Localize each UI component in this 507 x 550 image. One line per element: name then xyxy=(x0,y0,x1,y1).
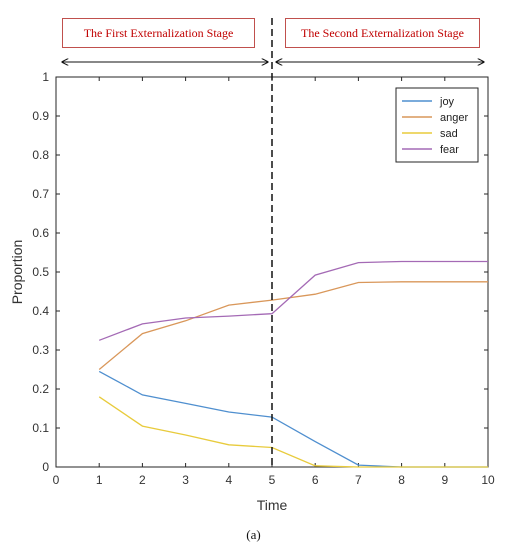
x-tick-label: 10 xyxy=(481,473,495,487)
x-tick-label: 1 xyxy=(96,473,103,487)
legend-label-joy: joy xyxy=(439,96,455,108)
y-axis-title: Proportion xyxy=(9,240,25,305)
y-tick-label: 0.2 xyxy=(32,382,49,396)
first-stage-label: The First Externalization Stage xyxy=(62,18,255,48)
series-line-fear xyxy=(98,260,488,341)
x-tick-label: 2 xyxy=(139,473,146,487)
legend: joy anger sad fear xyxy=(395,87,479,163)
axis-ticks: 0 1 2 3 4 5 6 7 8 9 10 0 0.1 0.2 0.3 0.4 0.5 0.6 0.7 0.8 0.9… xyxy=(32,70,495,487)
legend-box xyxy=(395,87,479,163)
x-tick-label: 6 xyxy=(312,473,319,487)
series-line-anger xyxy=(98,281,488,370)
x-tick-label: 5 xyxy=(269,473,276,487)
y-tick-label: 0.6 xyxy=(32,226,49,240)
y-tick-label: 0.1 xyxy=(32,421,49,435)
x-tick-label: 3 xyxy=(182,473,189,487)
series-line-sad xyxy=(98,396,488,468)
legend-label-anger: anger xyxy=(440,112,468,124)
y-tick-label: 0 xyxy=(42,460,49,474)
second-stage-label: The Second Externalization Stage xyxy=(285,18,480,48)
x-axis-title: Time xyxy=(257,497,288,513)
y-tick-label: 0.4 xyxy=(32,304,49,318)
x-tick-label: 4 xyxy=(225,473,232,487)
y-tick-label: 0.5 xyxy=(32,265,49,279)
y-tick-label: 0.9 xyxy=(32,109,49,123)
legend-label-sad: sad xyxy=(440,128,458,140)
y-tick-label: 0.7 xyxy=(32,187,49,201)
x-tick-label: 8 xyxy=(398,473,405,487)
y-tick-label: 0.3 xyxy=(32,343,49,357)
y-tick-label: 0.8 xyxy=(32,148,49,162)
legend-label-fear: fear xyxy=(440,144,459,156)
figure-caption: (a) xyxy=(246,527,261,542)
x-tick-label: 7 xyxy=(355,473,362,487)
series-lines xyxy=(98,260,488,468)
y-tick-label: 1 xyxy=(42,70,49,84)
x-tick-label: 0 xyxy=(53,473,60,487)
x-tick-label: 9 xyxy=(441,473,448,487)
